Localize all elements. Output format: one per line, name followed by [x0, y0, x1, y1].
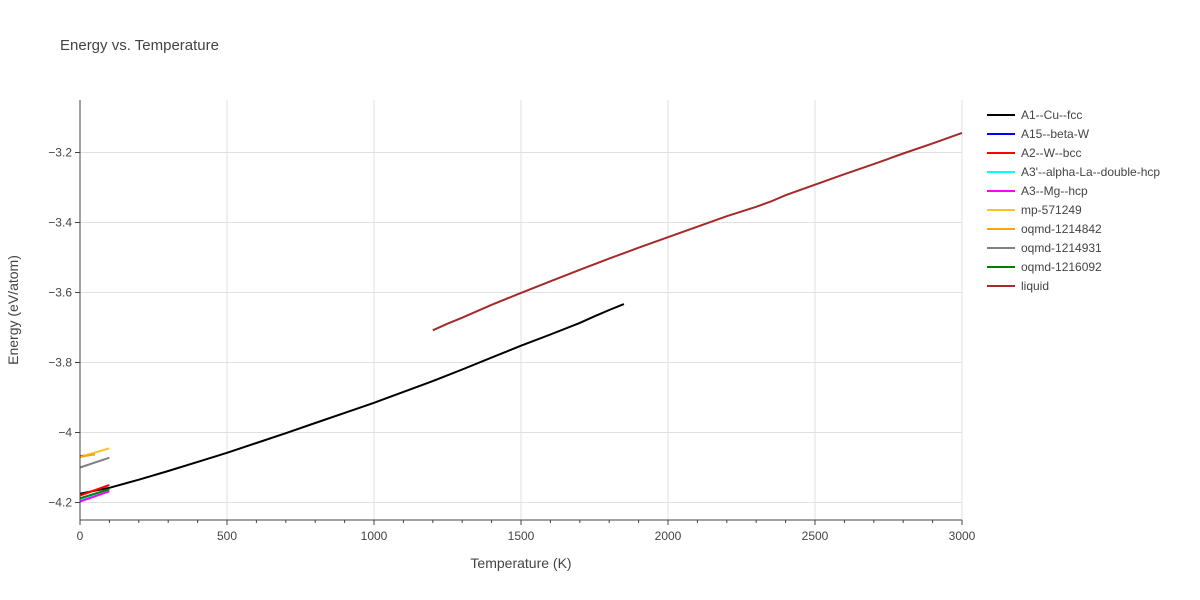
series-line	[79, 453, 95, 458]
y-axis-title: Energy (eV/atom)	[5, 255, 21, 365]
series-line	[432, 131, 963, 332]
legend-item[interactable]: A15--beta-W	[987, 127, 1090, 141]
legend-item[interactable]: oqmd-1214842	[987, 222, 1102, 236]
legend-label: liquid	[1021, 279, 1049, 293]
x-axis-title: Temperature (K)	[470, 555, 571, 571]
legend-item[interactable]: mp-571249	[987, 203, 1082, 217]
legend-item[interactable]: oqmd-1216092	[987, 260, 1102, 274]
x-tick-label: 1000	[361, 529, 388, 543]
legend-item[interactable]: A1--Cu--fcc	[987, 108, 1082, 122]
x-tick-label: 0	[77, 529, 84, 543]
legend-item[interactable]: oqmd-1214931	[987, 241, 1102, 255]
y-tick-label: −3.8	[48, 356, 72, 370]
x-tick-label: 2000	[655, 529, 682, 543]
legend-item[interactable]: A3'--alpha-La--double-hcp	[987, 165, 1160, 179]
y-tick-label: −3.6	[48, 286, 72, 300]
legend-label: A15--beta-W	[1021, 127, 1090, 141]
legend-label: oqmd-1216092	[1021, 260, 1102, 274]
legend-item[interactable]: liquid	[987, 279, 1049, 293]
y-tick-label: −3.2	[48, 146, 72, 160]
x-tick-label: 1500	[508, 529, 535, 543]
plot-area	[79, 131, 963, 503]
chart-title: Energy vs. Temperature	[60, 37, 219, 54]
legend-label: oqmd-1214931	[1021, 241, 1102, 255]
legend-label: mp-571249	[1021, 203, 1082, 217]
legend-label: A1--Cu--fcc	[1021, 108, 1082, 122]
series-line	[79, 488, 110, 500]
x-tick-label: 3000	[949, 529, 976, 543]
x-tick-label: 500	[217, 529, 237, 543]
axes: 0 500 1000 1500 2000 2500 3000 −4.2 −4 −3.8 −3.6 −3…	[48, 100, 976, 543]
legend-label: A3'--alpha-La--double-hcp	[1021, 165, 1160, 179]
grid	[80, 100, 963, 520]
legend-item[interactable]: A2--W--bcc	[987, 146, 1081, 160]
legend: A1--Cu--fcc A15--beta-W A2--W--bcc A3'--alp…	[987, 108, 1160, 293]
y-tick-label: −4.2	[48, 496, 72, 510]
legend-label: oqmd-1214842	[1021, 222, 1102, 236]
x-tick-label: 2500	[802, 529, 829, 543]
y-tick-label: −4	[58, 426, 72, 440]
y-tick-label: −3.4	[48, 216, 72, 230]
legend-label: A3--Mg--hcp	[1021, 184, 1088, 198]
series-line	[79, 303, 625, 495]
series-line	[79, 484, 110, 497]
series-line	[79, 456, 110, 469]
series-line	[79, 490, 110, 503]
legend-item[interactable]: A3--Mg--hcp	[987, 184, 1088, 198]
legend-label: A2--W--bcc	[1021, 146, 1081, 160]
